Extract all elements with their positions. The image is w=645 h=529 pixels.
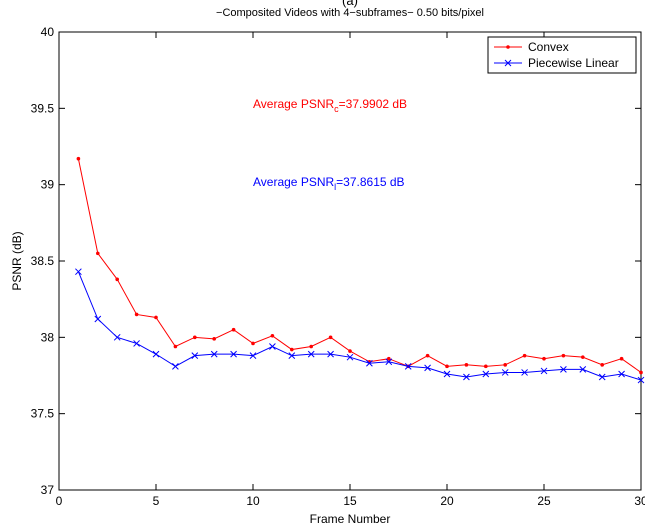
- point-marker: [76, 156, 81, 161]
- point-marker: [445, 364, 449, 369]
- point-marker: [639, 370, 643, 375]
- series-line: [77, 158, 642, 373]
- chart-heading: (a): [342, 0, 358, 8]
- point-marker: [309, 344, 314, 349]
- point-marker: [540, 367, 548, 375]
- point-marker: [424, 364, 431, 372]
- point-marker: [288, 352, 296, 360]
- point-marker: [191, 352, 199, 360]
- point-marker: [387, 356, 391, 361]
- y-tick-label: 38: [41, 330, 55, 344]
- series-line: [77, 271, 642, 381]
- point-marker: [134, 312, 139, 317]
- point-marker: [113, 333, 121, 341]
- y-tick-label: 39.5: [31, 101, 55, 115]
- x-tick-label: 5: [153, 494, 160, 508]
- point-marker: [328, 335, 333, 340]
- point-marker: [307, 350, 315, 358]
- x-tick-label: 30: [634, 494, 645, 508]
- point-marker: [96, 251, 100, 256]
- point-marker: [600, 363, 604, 367]
- point-marker: [346, 353, 354, 361]
- point-marker: [484, 364, 488, 369]
- point-marker: [173, 344, 178, 349]
- point-marker: [521, 369, 528, 376]
- annotation-tail: =37.8615 dB: [336, 175, 404, 189]
- y-tick-label: 37: [41, 483, 55, 497]
- point-marker: [115, 277, 119, 282]
- point-marker: [561, 353, 566, 358]
- point-marker: [618, 370, 625, 378]
- point-marker: [385, 358, 393, 366]
- y-tick-label: 40: [41, 25, 55, 39]
- annotation-text: Average PSNR: [253, 97, 334, 111]
- point-marker: [503, 363, 508, 367]
- point-marker: [327, 350, 334, 358]
- point-marker: [290, 347, 294, 352]
- annotation-text: Average PSNR: [253, 175, 334, 189]
- annotation: Average PSNRl=37.8615 dB: [253, 175, 405, 192]
- legend-marker: [506, 45, 510, 49]
- point-marker: [464, 363, 469, 367]
- point-marker: [193, 335, 197, 340]
- legend-box: [487, 36, 637, 74]
- x-axis-label: Frame Number: [310, 512, 391, 526]
- point-marker: [348, 349, 352, 353]
- point-marker: [269, 343, 276, 350]
- point-marker: [522, 353, 527, 358]
- annotation-tail: =37.9902 dB: [339, 97, 407, 111]
- point-marker: [542, 356, 546, 361]
- point-marker: [94, 315, 102, 323]
- point-marker: [598, 373, 606, 381]
- point-marker: [172, 362, 179, 370]
- point-marker: [230, 350, 237, 358]
- x-tick-label: 15: [343, 494, 357, 508]
- chart-title: −Composited Videos with 4−subframes− 0.5…: [216, 7, 484, 19]
- point-marker: [637, 376, 645, 384]
- point-marker: [366, 359, 373, 367]
- point-marker: [482, 370, 490, 378]
- point-marker: [210, 350, 218, 358]
- y-axis-label: PSNR (dB): [10, 231, 24, 290]
- point-marker: [404, 362, 412, 370]
- legend-label: Piecewise Linear: [528, 56, 619, 70]
- annotation-subscript: l: [334, 182, 336, 192]
- point-marker: [463, 373, 470, 381]
- point-marker: [154, 315, 158, 320]
- point-marker: [249, 352, 257, 360]
- point-marker: [443, 370, 451, 378]
- point-marker: [75, 268, 82, 276]
- y-tick-label: 39: [41, 178, 55, 192]
- point-marker: [425, 353, 430, 358]
- point-marker: [501, 369, 509, 376]
- y-tick-label: 38.5: [31, 254, 55, 268]
- point-marker: [231, 327, 236, 332]
- point-marker: [251, 341, 255, 346]
- point-marker: [270, 334, 275, 338]
- x-tick-label: 25: [537, 494, 551, 508]
- point-marker: [152, 350, 160, 358]
- point-marker: [579, 366, 587, 373]
- annotation-subscript: c: [334, 104, 339, 114]
- x-tick-label: 0: [56, 494, 63, 508]
- x-tick-label: 10: [246, 494, 260, 508]
- point-marker: [560, 366, 567, 373]
- x-tick-label: 20: [440, 494, 454, 508]
- y-tick-label: 37.5: [31, 407, 55, 421]
- annotation: Average PSNRc=37.9902 dB: [253, 97, 407, 114]
- point-marker: [619, 356, 624, 361]
- legend-label: Convex: [528, 40, 569, 54]
- point-marker: [212, 337, 216, 341]
- point-marker: [133, 340, 140, 347]
- legend-marker: [504, 59, 512, 67]
- point-marker: [581, 355, 585, 359]
